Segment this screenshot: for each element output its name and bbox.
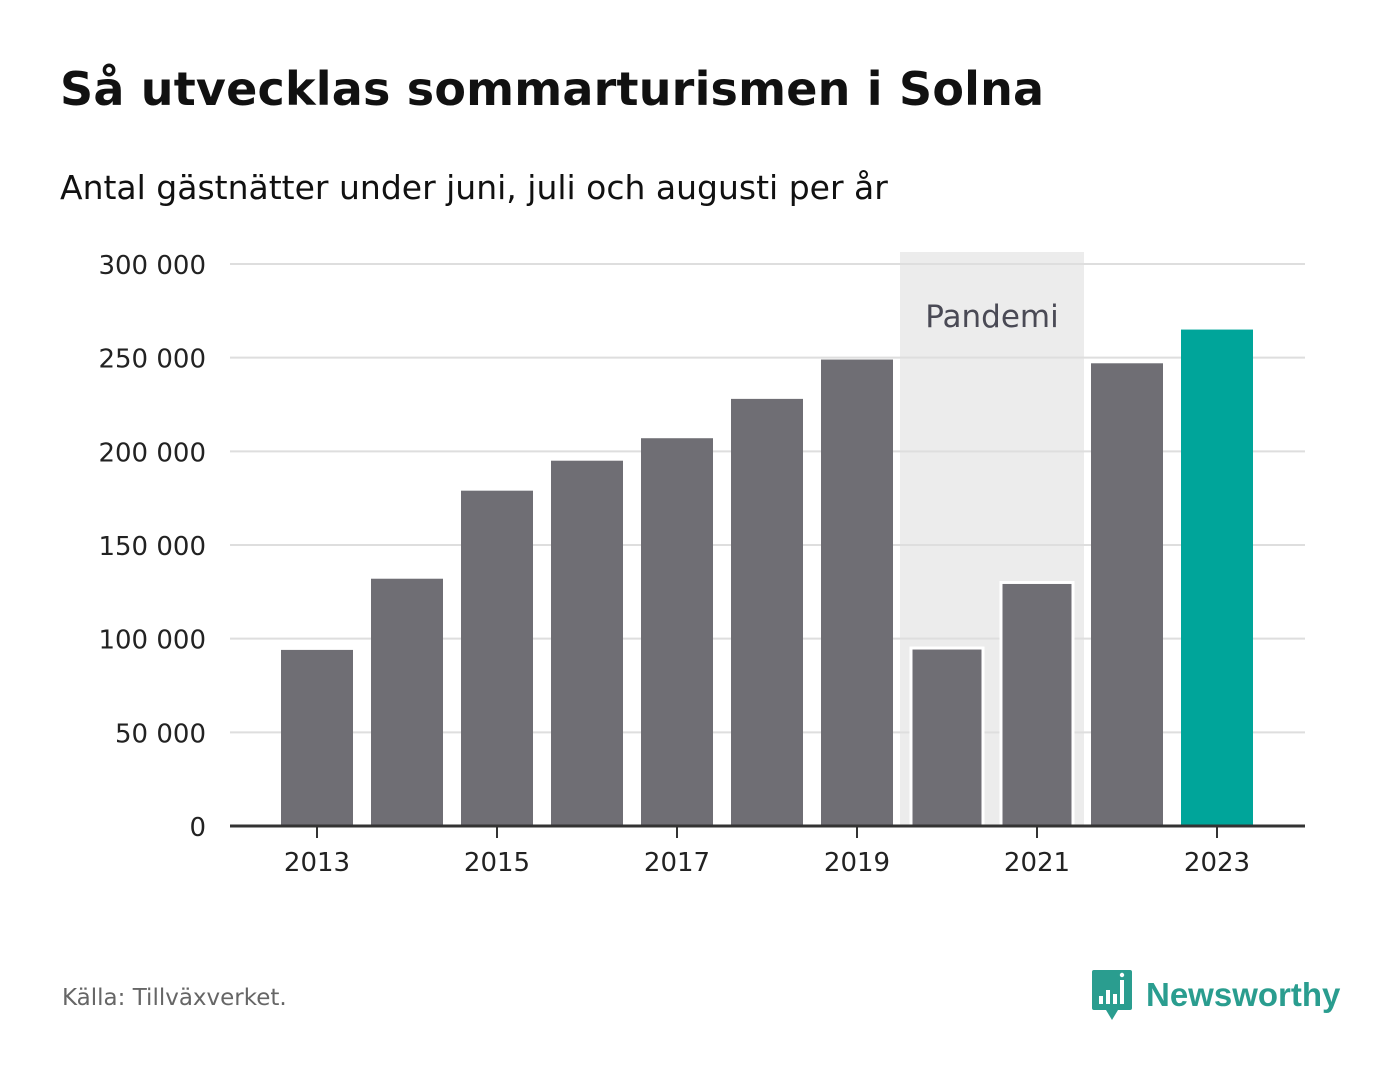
y-axis-ticks: 0 50 000 100 000 150 000 200 000 250 000 300 0… <box>98 251 206 843</box>
x-axis-ticks: 2013 2015 2017 2019 2021 2023 <box>284 826 1250 878</box>
bar-2023 <box>1181 329 1253 826</box>
bar-2022 <box>1091 363 1163 826</box>
x-tick-label: 2023 <box>1184 848 1250 878</box>
y-tick-label: 300 000 <box>98 251 206 281</box>
y-tick-label: 100 000 <box>98 626 206 656</box>
bar-2017 <box>641 438 713 826</box>
bar-chart-speech-bubble-icon <box>1092 970 1132 1020</box>
bar-2015 <box>461 490 533 826</box>
y-tick-label: 0 <box>189 813 206 843</box>
bar-2016 <box>551 460 623 826</box>
bars <box>281 329 1253 828</box>
brand-logo: Newsworthy <box>1090 968 1340 1022</box>
bar-2020 <box>909 646 985 828</box>
x-tick-label: 2017 <box>644 848 710 878</box>
bar-2014 <box>371 578 443 826</box>
chart-subtitle: Antal gästnätter under juni, juli och au… <box>60 168 888 207</box>
chart-title: Så utvecklas sommarturismen i Solna <box>60 62 1045 116</box>
bar-chart: Pandemi 0 50 000 100 000 150 000 200 000 250 … <box>98 251 1305 878</box>
source-note: Källa: Tillväxverket. <box>62 985 287 1011</box>
y-tick-label: 50 000 <box>115 719 206 749</box>
bar-2013 <box>281 649 353 826</box>
x-tick-label: 2013 <box>284 848 350 878</box>
y-tick-label: 150 000 <box>98 532 206 562</box>
bar-2021 <box>999 580 1075 828</box>
y-tick-label: 250 000 <box>98 345 206 375</box>
bar-2018 <box>731 398 803 826</box>
bar-2019 <box>821 359 893 826</box>
x-tick-label: 2021 <box>1004 848 1070 878</box>
y-tick-label: 200 000 <box>98 438 206 468</box>
x-tick-label: 2019 <box>824 848 890 878</box>
x-tick-label: 2015 <box>464 848 530 878</box>
pandemic-label: Pandemi <box>925 299 1059 335</box>
brand-name: Newsworthy <box>1146 976 1341 1013</box>
